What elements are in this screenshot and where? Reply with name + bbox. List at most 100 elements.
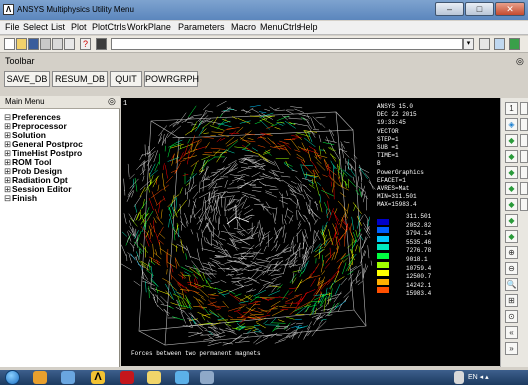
force-vector bbox=[360, 169, 363, 183]
tree-item-solution[interactable]: ⊞Solution bbox=[4, 130, 46, 141]
expander-icon[interactable]: ⊞ bbox=[4, 121, 12, 131]
view-side-button[interactable] bbox=[520, 134, 528, 147]
menu-menuctrls[interactable]: MenuCtrls bbox=[260, 22, 302, 32]
expander-icon[interactable]: ⊞ bbox=[4, 130, 12, 140]
raise-hidden-icon[interactable] bbox=[96, 38, 107, 50]
file-explorer-icon[interactable] bbox=[61, 371, 75, 384]
expander-icon[interactable]: ⊞ bbox=[4, 139, 12, 149]
print-icon[interactable] bbox=[52, 38, 63, 50]
view-side-button[interactable] bbox=[520, 166, 528, 179]
graphics-window[interactable]: 1 ANSYS 15.0 DEC 22 2015 19:33:45 VECTOR STE… bbox=[121, 98, 500, 366]
expander-icon[interactable]: ⊞ bbox=[4, 148, 12, 158]
zoom-out-icon[interactable]: ⊖ bbox=[505, 262, 518, 275]
save-db-button[interactable]: SAVE_DB bbox=[4, 71, 50, 87]
resum-db-button[interactable]: RESUM_DB bbox=[52, 71, 108, 87]
zoom-in-icon[interactable]: ⊕ bbox=[505, 246, 518, 259]
force-vector bbox=[301, 177, 313, 182]
bottom-view-icon[interactable]: ◆ bbox=[505, 214, 518, 227]
tree-item-preprocessor[interactable]: ⊞Preprocessor bbox=[4, 121, 67, 132]
expander-icon[interactable]: ⊟ bbox=[4, 193, 12, 203]
window-side-button[interactable] bbox=[520, 102, 528, 115]
tree-item-rom-tool[interactable]: ⊞ROM Tool bbox=[4, 157, 52, 168]
window-select-button[interactable]: 1 bbox=[505, 102, 518, 115]
isometric-view-icon[interactable]: ◈ bbox=[505, 118, 518, 131]
front-view-icon[interactable]: ◆ bbox=[505, 134, 518, 147]
command-input[interactable] bbox=[111, 38, 463, 50]
force-vector bbox=[138, 260, 147, 267]
toolbar-collapse-icon[interactable]: ◎ bbox=[516, 56, 524, 66]
maximize-button[interactable]: □ bbox=[465, 2, 494, 16]
open-folder-icon[interactable] bbox=[16, 38, 27, 50]
zoom-back-icon[interactable]: ⊞ bbox=[505, 294, 518, 307]
force-vector bbox=[201, 166, 210, 179]
tree-item-preferences[interactable]: ⊟Preferences bbox=[4, 112, 61, 123]
menu-file[interactable]: File bbox=[5, 22, 20, 32]
expander-icon[interactable]: ⊞ bbox=[4, 184, 12, 194]
menu-list[interactable]: List bbox=[51, 22, 66, 32]
force-vector bbox=[244, 279, 252, 283]
menu-plotctrls[interactable]: PlotCtrls bbox=[92, 22, 127, 32]
menu-plot[interactable]: Plot bbox=[71, 22, 87, 32]
top-view-icon[interactable]: ◆ bbox=[505, 150, 518, 163]
view-side-button[interactable] bbox=[520, 198, 528, 211]
left-view-icon[interactable]: ◆ bbox=[505, 198, 518, 211]
main-menu-collapse-icon[interactable]: ◎ bbox=[108, 96, 116, 106]
view-side-button[interactable] bbox=[520, 150, 528, 163]
powrgrph-button[interactable]: POWRGRPH bbox=[144, 71, 199, 87]
help-icon[interactable]: ? bbox=[80, 38, 91, 50]
tree-item-general-postproc[interactable]: ⊞General Postproc bbox=[4, 139, 83, 150]
force-vector bbox=[240, 239, 251, 246]
save-icon[interactable] bbox=[28, 38, 39, 50]
back-view-icon[interactable]: ◆ bbox=[505, 166, 518, 179]
minimize-button[interactable]: – bbox=[435, 2, 464, 16]
command-history-dropdown[interactable]: ▾ bbox=[463, 38, 474, 50]
report-icon[interactable] bbox=[64, 38, 75, 50]
tree-item-timehist-postpro[interactable]: ⊞TimeHist Postpro bbox=[4, 148, 82, 159]
tree-item-prob-design[interactable]: ⊞Prob Design bbox=[4, 166, 62, 177]
force-vector bbox=[339, 192, 346, 197]
view-side-button[interactable] bbox=[520, 118, 528, 131]
pan-zoom-rotate-icon[interactable] bbox=[40, 38, 51, 50]
expander-icon[interactable]: ⊞ bbox=[4, 175, 12, 185]
folder-icon[interactable] bbox=[147, 371, 161, 384]
menu-help[interactable]: Help bbox=[299, 22, 318, 32]
tree-item-session-editor[interactable]: ⊞Session Editor bbox=[4, 184, 72, 195]
force-vector bbox=[296, 322, 304, 325]
ansys-app-icon[interactable]: Λ bbox=[3, 4, 14, 15]
expander-icon[interactable]: ⊟ bbox=[4, 112, 12, 122]
window-icon[interactable] bbox=[200, 371, 214, 384]
ansys-taskbar-icon[interactable]: Λ bbox=[91, 371, 105, 384]
menu-parameters[interactable]: Parameters bbox=[178, 22, 225, 32]
start-button[interactable] bbox=[5, 370, 20, 385]
system-tray[interactable]: EN ◂ ▴ bbox=[468, 374, 489, 381]
model-icon[interactable] bbox=[494, 38, 505, 50]
menu-workplane[interactable]: WorkPlane bbox=[127, 22, 171, 32]
tray-app-icon[interactable] bbox=[454, 371, 464, 384]
pdf-reader-icon[interactable] bbox=[120, 371, 134, 384]
force-vector bbox=[241, 157, 248, 164]
right-view-icon[interactable]: ◆ bbox=[505, 182, 518, 195]
menu-macro[interactable]: Macro bbox=[231, 22, 257, 32]
toolbar-editor-icon[interactable] bbox=[479, 38, 490, 50]
close-button[interactable]: ✕ bbox=[495, 2, 525, 16]
quit-button[interactable]: QUIT bbox=[110, 71, 142, 87]
expander-icon[interactable]: ⊞ bbox=[4, 166, 12, 176]
rotate-right-icon[interactable]: » bbox=[505, 342, 518, 355]
fit-view-icon[interactable]: ⊙ bbox=[505, 310, 518, 323]
new-file-icon[interactable] bbox=[4, 38, 15, 50]
contact-manager-icon[interactable] bbox=[509, 38, 520, 50]
tree-item-finish[interactable]: ⊟Finish bbox=[4, 193, 37, 204]
zoom-box-icon[interactable]: 🔍 bbox=[505, 278, 518, 291]
force-vector bbox=[308, 209, 317, 223]
expander-icon[interactable]: ⊞ bbox=[4, 157, 12, 167]
rotate-left-icon[interactable]: « bbox=[505, 326, 518, 339]
tree-item-radiation-opt[interactable]: ⊞Radiation Opt bbox=[4, 175, 68, 186]
force-vector bbox=[202, 272, 206, 279]
view-side-button[interactable] bbox=[520, 182, 528, 195]
force-vector bbox=[150, 287, 157, 290]
media-player-icon[interactable] bbox=[33, 371, 47, 384]
menu-select[interactable]: Select bbox=[23, 22, 49, 32]
oblique-view-icon[interactable]: ◆ bbox=[505, 230, 518, 243]
vector-plot[interactable] bbox=[121, 98, 500, 366]
browser-icon[interactable] bbox=[175, 371, 189, 384]
